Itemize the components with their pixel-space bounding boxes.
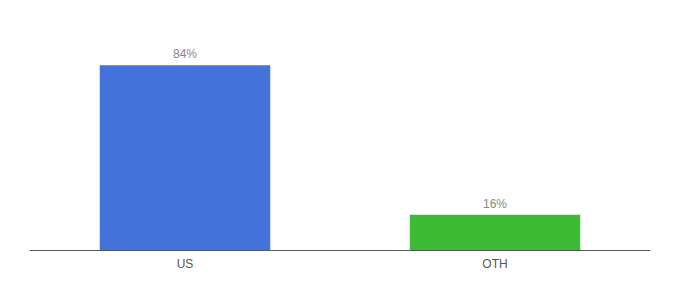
- svg-text:OTH: OTH: [482, 257, 507, 271]
- svg-text:US: US: [177, 257, 194, 271]
- svg-text:16%: 16%: [483, 197, 507, 211]
- svg-text:84%: 84%: [173, 47, 197, 61]
